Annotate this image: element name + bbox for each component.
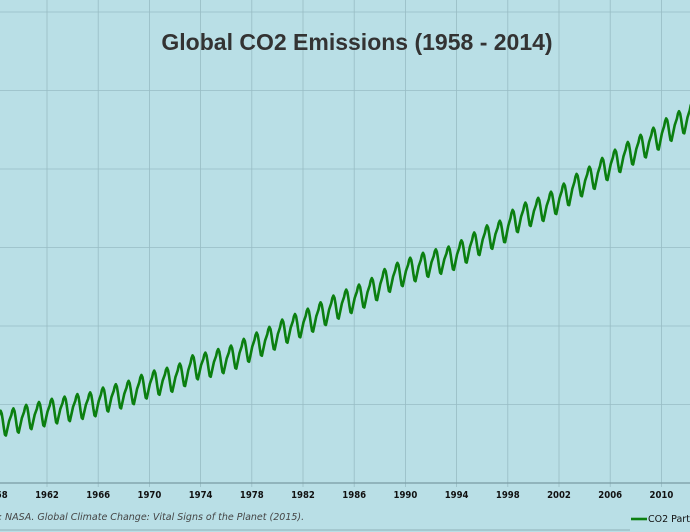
chart-title: Global CO2 Emissions (1958 - 2014): [161, 29, 552, 55]
x-tick-label-1962: 1962: [35, 490, 59, 501]
x-tick-label-1958: 1958: [0, 490, 8, 501]
x-tick-label-1974: 1974: [189, 490, 213, 501]
legend-label-co2: CO2 Parts per Million: [648, 514, 690, 525]
x-tick-label-1982: 1982: [291, 490, 315, 501]
series-line-co2: [0, 103, 690, 437]
x-tick-labels: 1958 1962 1966 1970 1974 1978 1982 1986 1990 1994…: [0, 490, 674, 501]
x-tick-label-1990: 1990: [394, 490, 418, 501]
x-tick-label-1966: 1966: [86, 490, 110, 501]
legend: CO2 Parts per Million: [631, 514, 690, 525]
x-tick-label-2006: 2006: [598, 490, 622, 501]
x-tick-label-1998: 1998: [496, 490, 520, 501]
x-tick-label-1986: 1986: [342, 490, 366, 501]
x-tick-label-2002: 2002: [547, 490, 571, 501]
x-tick-label-1970: 1970: [138, 490, 162, 501]
x-tick-label-1994: 1994: [445, 490, 469, 501]
x-tick-label-1978: 1978: [240, 490, 264, 501]
x-tick-label-2010: 2010: [650, 490, 674, 501]
gridlines: [0, 0, 690, 487]
source-note: Source: NASA. Global Climate Change: Vit…: [0, 512, 304, 523]
